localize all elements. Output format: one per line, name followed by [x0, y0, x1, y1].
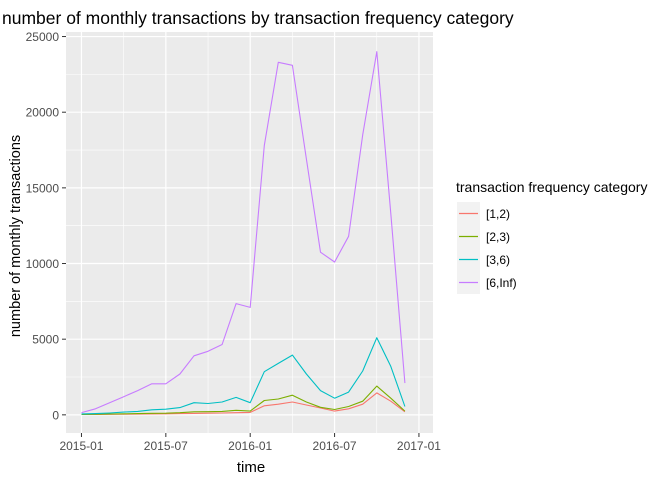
legend-entry-label: [3,6) [486, 253, 510, 267]
series-line-6-inf [81, 51, 406, 414]
x-tick-label: 2015-07 [144, 439, 188, 453]
plot-background [66, 32, 433, 433]
axes: 0 5000 10000 15000 20000 25000 2015-01 2015-07 2… [26, 30, 442, 453]
y-tick-label: 10000 [26, 257, 60, 271]
legend: transaction frequency category [1,2) [2,3… [456, 179, 647, 294]
y-axis-label: number of monthly transactions [8, 135, 24, 337]
y-tick-label: 20000 [26, 106, 60, 120]
x-tick-label: 2016-07 [313, 439, 357, 453]
x-tick-label: 2017-01 [397, 439, 441, 453]
y-tick-label: 0 [52, 408, 59, 422]
series-line-3-6 [81, 337, 406, 415]
legend-entry-label: [2,3) [486, 230, 510, 244]
legend-title: transaction frequency category [456, 179, 647, 195]
x-axis-label: time [237, 459, 265, 476]
plot-panel [66, 32, 433, 433]
legend-entry-label: [1,2) [486, 207, 510, 221]
legend-entry-label: [6,Inf) [486, 276, 517, 290]
series-lines [81, 51, 406, 416]
x-tick-label: 2015-01 [59, 439, 103, 453]
y-tick-label: 15000 [26, 181, 60, 195]
y-tick-label: 5000 [32, 333, 59, 347]
chart-title: number of monthly transactions by transa… [2, 8, 514, 28]
series-line-2-3 [81, 385, 406, 415]
x-tick-label: 2016-01 [228, 439, 272, 453]
y-tick-label: 25000 [26, 30, 60, 44]
